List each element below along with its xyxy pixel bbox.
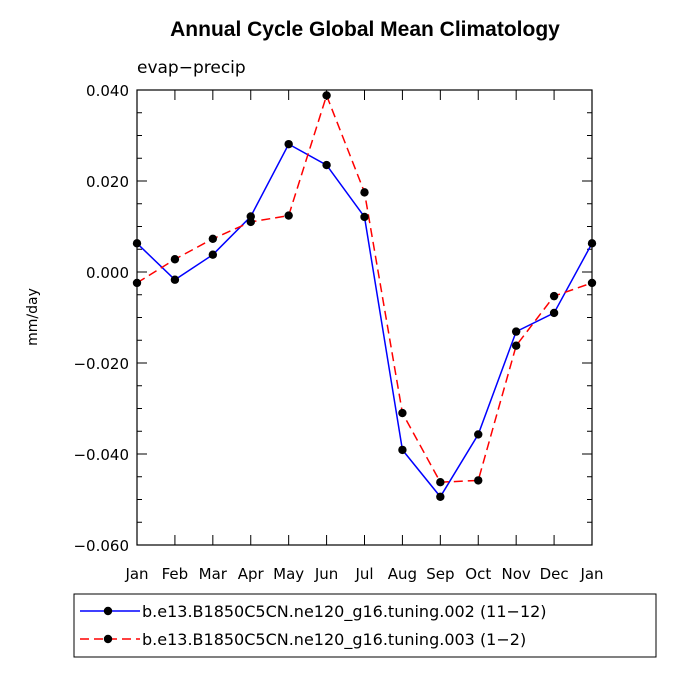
legend-marker-2 — [103, 634, 113, 644]
x-tick-label: Aug — [388, 565, 417, 583]
x-tick-label: Oct — [465, 565, 491, 583]
series-1-point — [208, 250, 218, 259]
x-tick-label: Feb — [162, 565, 189, 583]
series-1-point — [436, 492, 445, 501]
x-tick-label: Sep — [426, 565, 454, 583]
series-1-point — [511, 327, 521, 336]
y-tick-label: −0.020 — [73, 355, 129, 373]
series-2-point — [170, 255, 180, 264]
legend-label-2: b.e13.B1850C5CN.ne120_g16.tuning.003 (1−… — [142, 630, 526, 650]
series-2-point — [360, 188, 369, 197]
legend-label-1: b.e13.B1850C5CN.ne120_g16.tuning.002 (11… — [142, 602, 547, 622]
series-2-point — [436, 478, 445, 487]
chart-subtitle: evap−precip — [137, 58, 246, 78]
y-tick-label: 0.020 — [86, 173, 129, 191]
chart-title: Annual Cycle Global Mean Climatology — [170, 18, 560, 41]
y-axis-label: mm/day — [25, 288, 41, 346]
series-2-point — [208, 234, 218, 243]
x-tick-label: Nov — [502, 565, 531, 583]
plot-frame — [136, 89, 593, 546]
x-tick-label: Apr — [238, 565, 265, 583]
x-tick-label: Jun — [314, 565, 338, 583]
series-1-point — [398, 445, 407, 455]
series-1-point — [322, 160, 331, 170]
x-tick-label: Mar — [199, 565, 228, 583]
series-1-point — [360, 212, 369, 222]
series-line-1 — [136, 143, 593, 499]
x-tick-label: Jan — [124, 565, 148, 583]
series-2-point — [284, 211, 293, 220]
x-tick-label: Dec — [540, 565, 569, 583]
x-tick-label: Jul — [354, 565, 373, 583]
series-1-point — [474, 430, 483, 439]
series-1-point — [549, 308, 559, 318]
legend-marker-1 — [103, 606, 113, 616]
y-tick-label: −0.040 — [73, 446, 129, 464]
series-2-point — [246, 217, 255, 227]
x-tick-label: Jan — [579, 565, 603, 583]
series-2-point — [549, 291, 559, 301]
series-line-2 — [136, 93, 593, 483]
series-2-point — [511, 341, 521, 350]
x-tick-label: May — [273, 565, 304, 583]
y-tick-label: 0.040 — [86, 82, 129, 100]
y-tick-label: −0.060 — [73, 537, 129, 555]
series-1-point — [284, 139, 293, 149]
legend-box — [73, 593, 657, 658]
series-2-point — [398, 408, 407, 418]
series-1-point — [170, 275, 180, 284]
y-tick-label: 0.000 — [86, 264, 129, 282]
series-2-point — [322, 91, 331, 100]
series-2-point — [474, 476, 483, 485]
